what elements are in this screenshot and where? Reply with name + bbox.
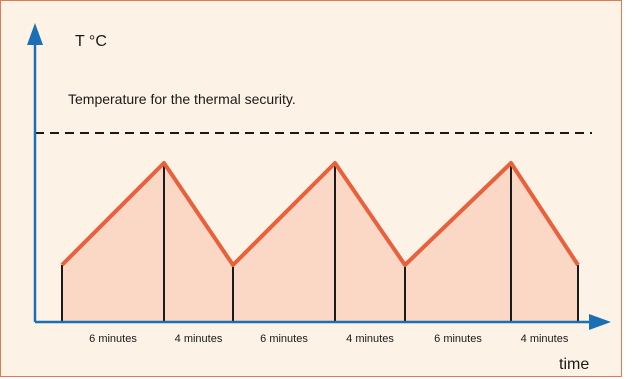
temperature-fill-area <box>62 163 578 322</box>
temperature-fill-areas <box>62 163 578 322</box>
segment-duration-labels: 6 minutes 4 minutes 6 minutes 4 minutes 6 mi… <box>89 333 569 345</box>
segment-duration-label: 6 minutes <box>89 333 137 345</box>
x-axis-arrow-icon <box>589 314 611 330</box>
axes <box>27 23 611 330</box>
y-axis-arrow-icon <box>27 23 43 45</box>
threshold-label: Temperature for the thermal security. <box>68 91 296 107</box>
segment-boundary-lines <box>61 163 579 322</box>
segment-duration-label: 4 minutes <box>175 333 223 345</box>
segment-duration-label: 6 minutes <box>260 333 308 345</box>
segment-duration-label: 4 minutes <box>521 333 569 345</box>
segment-duration-label: 4 minutes <box>346 333 394 345</box>
x-axis-label: time <box>559 356 589 373</box>
segment-duration-label: 6 minutes <box>434 333 482 345</box>
y-axis-label: T °C <box>75 33 107 50</box>
temperature-curve <box>60 161 580 267</box>
